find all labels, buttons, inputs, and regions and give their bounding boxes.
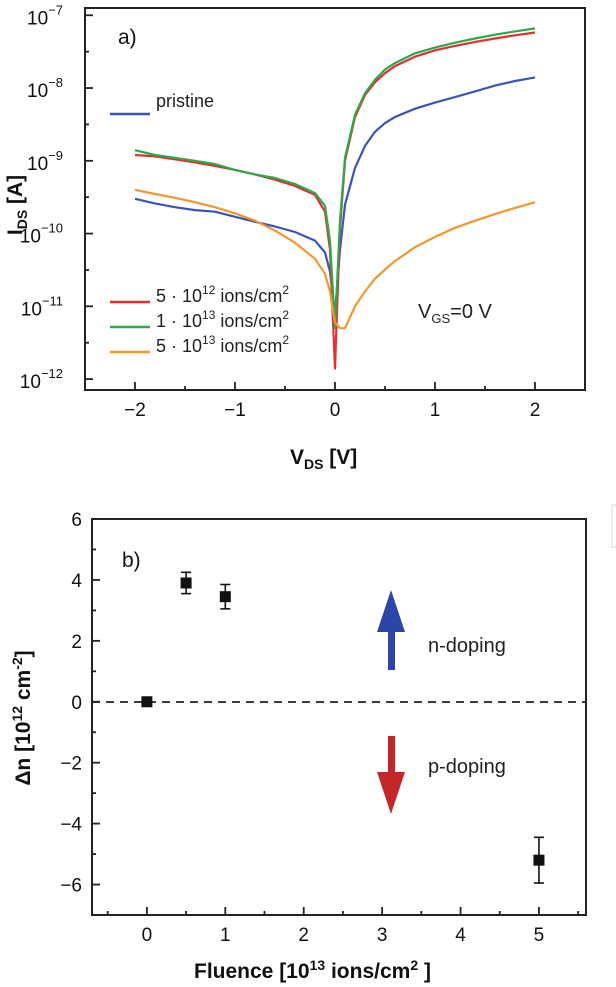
panel-a-frame — [84, 7, 586, 391]
panel-b-points-group — [141, 571, 545, 884]
panel-a-ticks: −2 −1 0 1 2 10−12 10−11 10−10 10−9 10−8 10−7 — [20, 2, 586, 421]
panel-b-xtick-label: 3 — [377, 925, 388, 946]
panel-b-ytick-label: −6 — [60, 876, 82, 897]
p-doping-arrow-head — [377, 772, 405, 814]
panel-a-xtick-label: 0 — [330, 400, 341, 421]
iv-curve-series-3 — [134, 188, 536, 330]
panel-b-label: b) — [122, 549, 141, 572]
panel-b: n-doping p-doping 0 1 2 3 4 5 −6 −4 −2 0 2 4 6 b) Fl… — [9, 510, 587, 983]
legend-label-5e13: 5 · 1013 ions/cm2 — [156, 333, 289, 356]
panel-a-series-group — [134, 27, 536, 370]
panel-b-ytick-label: 6 — [71, 510, 82, 531]
panel-b-xtick-label: 5 — [534, 925, 545, 946]
p-doping-label: p-doping — [428, 756, 506, 778]
panel-a-xtick-label: 1 — [430, 400, 441, 421]
legend-label-1e13: 1 · 1013 ions/cm2 — [156, 308, 289, 331]
panel-a-ytick-label: 10−7 — [27, 2, 63, 29]
vgs-annotation: VGS=0 V — [418, 301, 493, 326]
iv-curve-series-0 — [134, 76, 536, 315]
panel-b-xtick-label: 0 — [142, 925, 153, 946]
panel-b-ytick-label: −4 — [60, 815, 82, 836]
data-point — [533, 854, 545, 866]
panel-b-ytick-label: 0 — [71, 693, 82, 714]
n-doping-arrow-head — [377, 590, 405, 632]
panel-b-ytick-label: 2 — [71, 632, 82, 653]
panel-a-xtick-label: 2 — [530, 400, 541, 421]
panel-a: −2 −1 0 1 2 10−12 10−11 10−10 10−9 10−8 10−7 a) pr… — [4, 2, 586, 472]
panel-a-ylabel: IDS [A] — [4, 175, 30, 235]
n-doping-label: n-doping — [428, 635, 506, 657]
p-doping-arrow — [377, 736, 405, 814]
panel-b-ytick-label: 4 — [71, 571, 82, 592]
data-point — [141, 696, 153, 708]
data-point — [219, 591, 231, 603]
panel-b-frame — [91, 518, 587, 916]
panel-b-xtick-label: 1 — [220, 925, 231, 946]
panel-b-annotations: n-doping p-doping — [377, 590, 506, 814]
panel-b-xtick-label: 4 — [455, 925, 466, 946]
panel-b-ytick-label: −2 — [60, 754, 82, 775]
panel-a-xtick-label: −2 — [124, 400, 146, 421]
panel-a-ytick-label: 10−10 — [20, 221, 63, 248]
p-doping-arrow-shaft — [388, 736, 395, 778]
panel-b-ticks: 0 1 2 3 4 5 −6 −4 −2 0 2 4 6 — [60, 510, 580, 946]
iv-curve-series-2 — [134, 27, 536, 330]
legend-label-pristine: pristine — [156, 91, 214, 111]
panel-b-xtick-label: 2 — [298, 925, 309, 946]
panel-b-xlabel: Fluence [1013 ions/cm2 ] — [194, 957, 431, 983]
panel-b-ylabel: Δn [1012 cm-2] — [9, 650, 35, 785]
data-point — [180, 577, 192, 589]
panel-a-legend: pristine 5 · 1012 ions/cm2 1 · 1013 ions… — [110, 91, 289, 356]
panel-a-xlabel: VDS [V] — [290, 446, 357, 472]
edge-artifact — [611, 504, 616, 548]
panel-a-label: a) — [118, 26, 137, 49]
n-doping-arrow — [377, 590, 405, 670]
panel-a-xtick-label: −1 — [224, 400, 246, 421]
panel-a-ytick-label: 10−11 — [21, 293, 63, 320]
legend-label-5e12: 5 · 1012 ions/cm2 — [156, 283, 289, 306]
panel-a-ytick-label: 10−9 — [27, 148, 63, 175]
panel-a-ytick-label: 10−8 — [27, 75, 63, 102]
n-doping-arrow-shaft — [388, 626, 395, 670]
panel-a-ytick-label: 10−12 — [20, 366, 63, 393]
